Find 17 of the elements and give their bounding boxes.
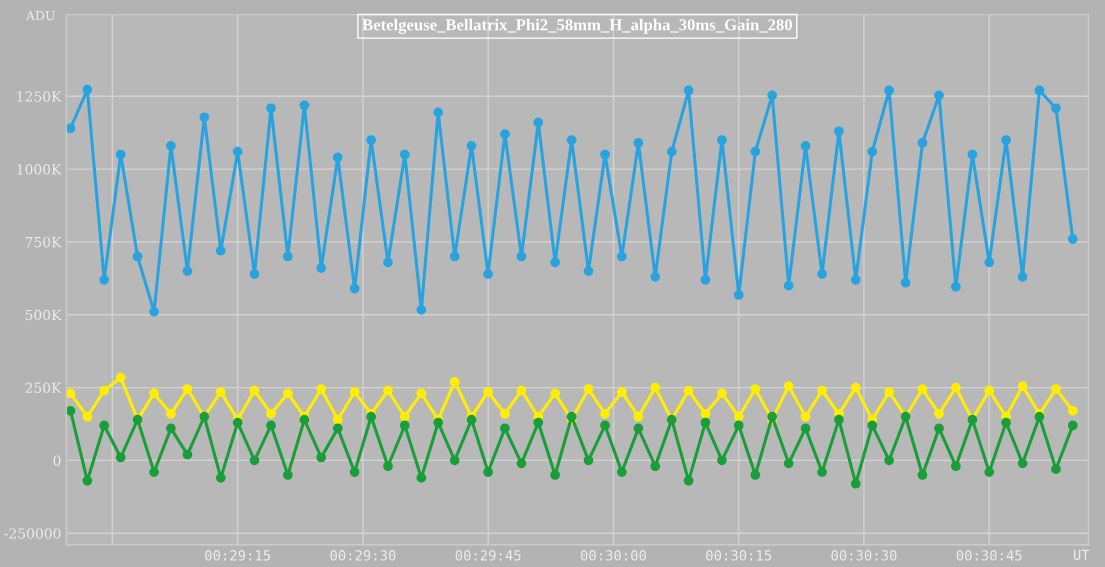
x-tick-label: 00:29:30 [330,550,396,561]
y-axis-title: ADU [25,10,55,21]
chart-title: Betelgeuse_Bellatrix_Phi2_58mm_H_alpha_30ms_Gain_280 [362,18,792,34]
y-tick-label: 1000K [17,164,62,175]
y-tick-label: 500K [25,309,62,321]
x-tick-label: 00:29:15 [205,550,270,561]
x-tick-label: 00:30:15 [706,550,772,561]
y-tick-label: 250K [25,382,62,394]
y-tick-label: -250000 [4,528,61,539]
x-tick-label: 00:30:30 [831,550,897,561]
x-tick-label: 00:29:45 [455,550,521,561]
y-tick-label: 1250K [17,91,62,102]
y-tick-label: 750K [25,236,62,248]
x-axis-title: UT [1073,549,1090,561]
x-tick-label: 00:30:00 [580,550,646,561]
x-tick-label: 00:30:45 [956,550,1022,561]
y-tick-label: 0 [53,455,61,466]
